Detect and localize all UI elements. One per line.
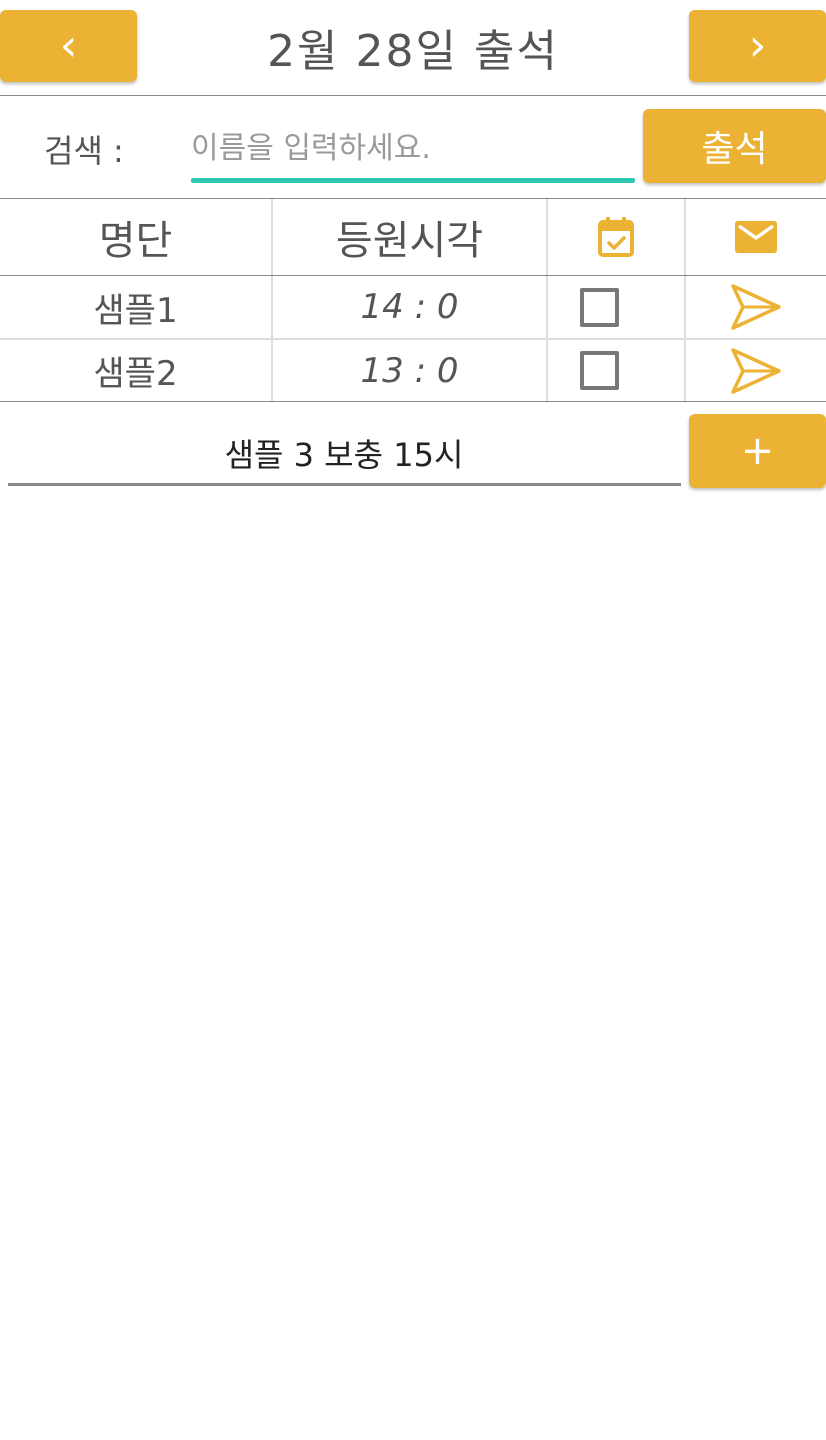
column-header-message[interactable]	[686, 199, 826, 275]
column-header-name-label: 명단	[98, 218, 173, 264]
chevron-right-icon: ›	[748, 20, 767, 71]
arrival-time: 14 : 0	[360, 287, 459, 327]
note-input[interactable]: 샘플 3 보충 15시	[224, 436, 464, 474]
search-input-underline	[191, 178, 635, 183]
send-icon[interactable]	[730, 347, 782, 395]
row-divider	[0, 338, 826, 340]
table-header-divider	[0, 275, 826, 276]
column-header-time: 등원시각	[273, 199, 548, 275]
column-header-check[interactable]	[548, 199, 686, 275]
row-send-cell	[686, 276, 826, 338]
next-day-button[interactable]: ›	[689, 10, 826, 82]
page-title: 2월 28일 출석	[267, 26, 559, 77]
table-top-divider	[0, 198, 826, 199]
row-name-cell: 샘플2	[0, 340, 273, 401]
attendance-button-label: 출석	[701, 129, 768, 170]
plus-icon: +	[740, 428, 775, 474]
table-header: 명단 등원시각	[0, 199, 826, 275]
calendar-check-icon	[598, 217, 634, 257]
prev-day-button[interactable]: ‹	[0, 10, 137, 82]
search-label: 검색 :	[44, 132, 124, 170]
row-send-cell	[686, 340, 826, 401]
arrival-time: 13 : 0	[360, 350, 459, 391]
row-time-cell: 14 : 0	[273, 276, 548, 338]
attendance-checkbox[interactable]	[579, 287, 619, 327]
send-icon[interactable]	[730, 283, 782, 331]
attendance-checkbox[interactable]	[579, 351, 619, 390]
mail-icon	[735, 221, 777, 253]
attendance-button[interactable]: 출석	[643, 109, 826, 183]
column-header-time-label: 등원시각	[335, 218, 484, 264]
row-check-cell	[548, 340, 686, 401]
table-row: 샘플2 13 : 0	[0, 340, 826, 401]
row-check-cell	[548, 276, 686, 338]
chevron-left-icon: ‹	[59, 20, 78, 71]
student-name: 샘플1	[93, 290, 178, 331]
student-name: 샘플2	[93, 354, 178, 394]
table-bottom-divider	[0, 401, 826, 402]
note-input-underline	[8, 483, 681, 486]
search-input[interactable]	[191, 120, 635, 176]
row-time-cell: 13 : 0	[273, 340, 548, 401]
add-button[interactable]: +	[689, 414, 826, 488]
column-header-name: 명단	[0, 199, 273, 275]
header-divider	[0, 95, 826, 96]
row-name-cell: 샘플1	[0, 276, 273, 338]
table-row: 샘플1 14 : 0	[0, 276, 826, 338]
